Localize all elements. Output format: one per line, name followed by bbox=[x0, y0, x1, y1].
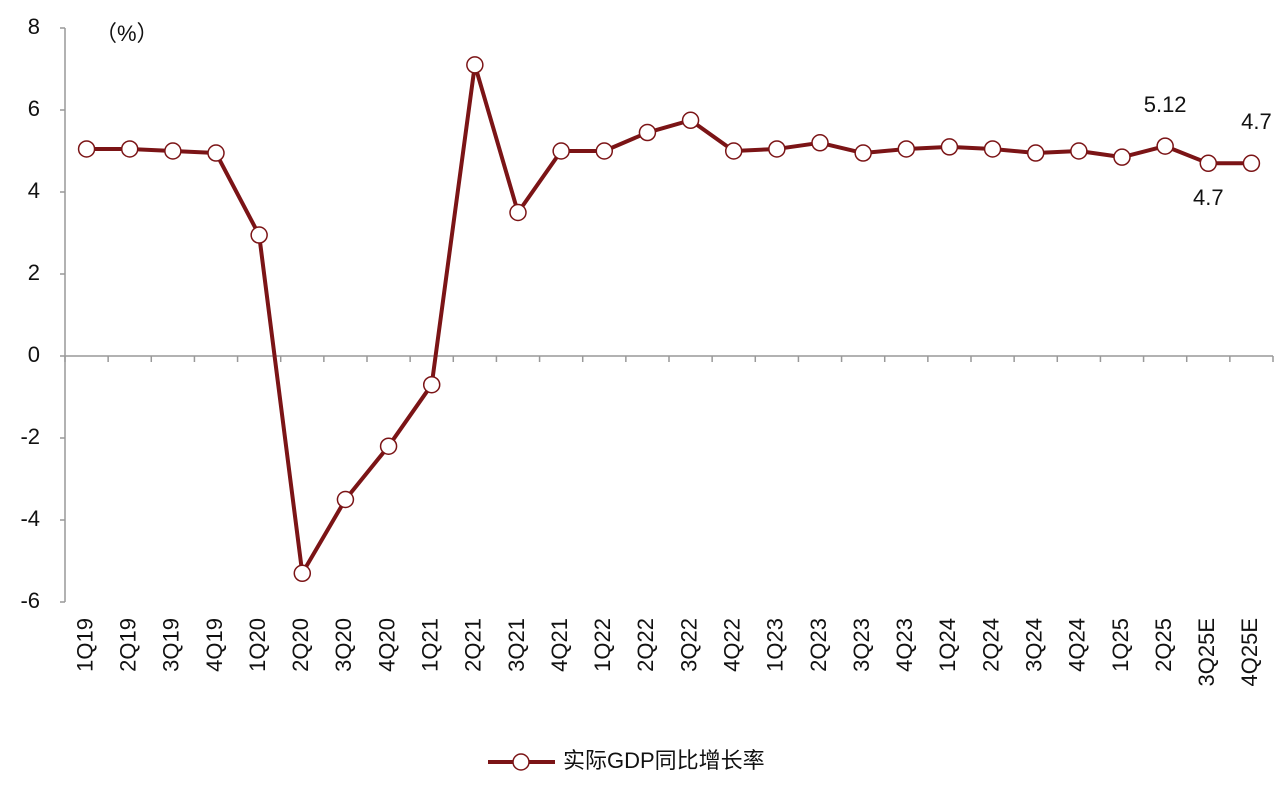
x-tick-label: 4Q22 bbox=[720, 618, 745, 672]
x-tick-label: 2Q24 bbox=[978, 618, 1003, 672]
x-tick-label: 1Q25 bbox=[1108, 618, 1133, 672]
x-tick-label: 3Q24 bbox=[1022, 618, 1047, 672]
y-tick-label: 6 bbox=[28, 96, 40, 121]
data-point bbox=[293, 564, 312, 583]
x-tick-label: 2Q25 bbox=[1151, 618, 1176, 672]
y-tick-label: 2 bbox=[28, 260, 40, 285]
data-label: 5.12 bbox=[1144, 92, 1187, 117]
x-tick-label: 4Q24 bbox=[1065, 618, 1090, 672]
data-point bbox=[595, 142, 614, 160]
data-point bbox=[379, 437, 398, 455]
data-label: 4.7 bbox=[1241, 109, 1272, 134]
data-point bbox=[854, 144, 872, 162]
x-tick-label: 4Q25E bbox=[1237, 618, 1262, 687]
data-point bbox=[940, 138, 959, 156]
data-point bbox=[336, 490, 355, 509]
data-point bbox=[164, 142, 182, 160]
x-tick-label: 3Q19 bbox=[159, 618, 184, 672]
data-point bbox=[77, 140, 96, 158]
legend-label: 实际GDP同比增长率 bbox=[563, 748, 765, 773]
data-point bbox=[509, 203, 527, 222]
data-point bbox=[1199, 154, 1218, 173]
x-tick-label: 4Q23 bbox=[892, 618, 917, 672]
x-tick-label: 2Q21 bbox=[461, 618, 486, 672]
x-tick-label: 1Q22 bbox=[590, 618, 615, 672]
data-point bbox=[466, 56, 484, 74]
data-point bbox=[207, 144, 225, 162]
x-tick-label: 1Q24 bbox=[935, 618, 960, 672]
y-tick-label: -2 bbox=[20, 424, 40, 449]
data-point bbox=[1156, 137, 1174, 155]
x-tick-label: 1Q20 bbox=[245, 618, 270, 672]
x-tick-label: 2Q20 bbox=[288, 618, 313, 672]
data-point bbox=[897, 140, 916, 158]
data-point bbox=[1070, 142, 1088, 160]
x-tick-label: 1Q23 bbox=[763, 618, 788, 672]
x-tick-label: 2Q22 bbox=[633, 618, 658, 672]
series-line bbox=[86, 62, 1252, 576]
y-unit: （%） bbox=[95, 21, 159, 46]
data-point bbox=[422, 375, 441, 394]
data-point bbox=[1026, 144, 1045, 162]
data-point bbox=[250, 226, 268, 244]
x-tick-label: 3Q22 bbox=[676, 618, 701, 672]
data-point bbox=[120, 140, 139, 158]
x-tick-label: 3Q21 bbox=[504, 618, 529, 672]
y-tick-label: 4 bbox=[28, 178, 40, 203]
data-point bbox=[1113, 148, 1131, 166]
y-tick-label: -4 bbox=[20, 506, 40, 531]
x-tick-label: 3Q20 bbox=[331, 618, 356, 672]
data-point bbox=[983, 140, 1002, 158]
x-tick-label: 4Q20 bbox=[374, 618, 399, 672]
x-tick-label: 4Q19 bbox=[202, 618, 227, 672]
data-point bbox=[1242, 154, 1261, 173]
data-point bbox=[681, 111, 700, 129]
x-tick-label: 1Q19 bbox=[72, 618, 97, 672]
data-point bbox=[768, 140, 786, 158]
data-point bbox=[552, 142, 570, 160]
data-point bbox=[638, 123, 657, 142]
y-tick-label: -6 bbox=[20, 588, 40, 613]
data-point bbox=[811, 134, 829, 152]
data-label: 4.7 bbox=[1193, 185, 1224, 210]
y-tick-label: 0 bbox=[28, 342, 40, 367]
y-tick-label: 8 bbox=[28, 14, 40, 39]
x-tick-label: 2Q19 bbox=[116, 618, 141, 672]
x-tick-label: 2Q23 bbox=[806, 618, 831, 672]
data-point bbox=[724, 142, 743, 160]
x-tick-label: 4Q21 bbox=[547, 618, 572, 672]
x-tick-label: 1Q21 bbox=[418, 618, 443, 672]
x-tick-label: 3Q25E bbox=[1194, 618, 1219, 687]
x-tick-label: 3Q23 bbox=[849, 618, 874, 672]
legend-marker bbox=[512, 753, 530, 771]
